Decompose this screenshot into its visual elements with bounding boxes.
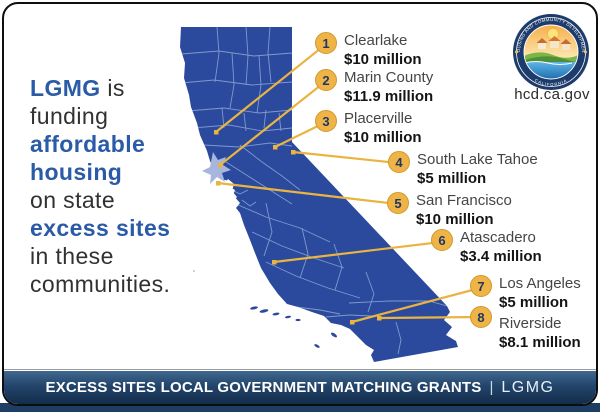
location-item-atascadero: 6 Atascadero $3.4 million <box>431 229 542 266</box>
location-amount: $10 million <box>344 129 422 146</box>
headline-accent: LGMG <box>30 75 101 101</box>
location-amount: $8.1 million <box>499 334 581 351</box>
location-name: Clearlake <box>344 32 408 49</box>
seal-side-dot <box>515 50 518 54</box>
location-number-badge: 3 <box>315 110 337 132</box>
location-name: Riverside <box>499 315 562 332</box>
svg-text:CALIFORNIA: CALIFORNIA <box>534 78 568 87</box>
seal-side-dot <box>584 50 587 54</box>
location-number-badge: 1 <box>315 32 337 54</box>
location-amount: $3.4 million <box>460 248 542 265</box>
location-amount: $11.9 million <box>344 88 434 105</box>
headline: LGMG is funding affordable housing on st… <box>30 74 190 298</box>
hcd-website-url: hcd.ca.gov <box>514 86 590 103</box>
county-borders <box>180 27 448 357</box>
location-number-badge: 5 <box>387 192 409 214</box>
location-name: Marin County <box>344 69 434 86</box>
footer-separator: | <box>489 379 494 396</box>
location-item-south-lake-tahoe: 4 South Lake Tahoe $5 million <box>388 151 538 188</box>
headline-line: excess sites <box>30 215 171 241</box>
map-point-dots <box>214 130 382 325</box>
houses-icon <box>536 36 572 50</box>
location-name: Los Angeles <box>499 275 581 292</box>
bay-area-highlight <box>202 152 231 184</box>
location-item-placerville: 3 Placerville $10 million <box>315 110 422 147</box>
location-number-badge: 8 <box>470 306 492 328</box>
footer-acronym: LGMG <box>501 378 555 396</box>
headline-line: LGMG is <box>30 75 125 101</box>
california-map <box>180 27 482 362</box>
location-number-badge: 6 <box>431 229 453 251</box>
footer-title: EXCESS SITES LOCAL GOVERNMENT MATCHING G… <box>45 379 482 396</box>
headline-line: housing <box>30 159 123 185</box>
location-item-marin-county: 2 Marin County $11.9 million <box>315 69 433 106</box>
location-number-badge: 7 <box>470 275 492 297</box>
location-item-riverside: 8 Riverside $8.1 million <box>470 306 581 352</box>
location-name: South Lake Tahoe <box>417 151 538 168</box>
headline-line: funding <box>30 103 109 129</box>
location-item-san-francisco: 5 San Francisco $10 million <box>387 192 512 229</box>
location-item-los-angeles: 7 Los Angeles $5 million <box>470 275 581 312</box>
leader-lines <box>214 42 482 324</box>
location-name: Atascadero <box>460 229 536 246</box>
location-item-clearlake: 1 Clearlake $10 million <box>315 32 422 69</box>
slide-card: LGMG is funding affordable housing on st… <box>2 2 598 406</box>
location-number-badge: 2 <box>315 69 337 91</box>
water <box>524 62 578 79</box>
headline-line: on state <box>30 187 116 213</box>
location-name: San Francisco <box>416 192 512 209</box>
headline-line: affordable <box>30 131 146 157</box>
location-number-badge: 4 <box>388 151 410 173</box>
footer-banner: EXCESS SITES LOCAL GOVERNMENT MATCHING G… <box>4 371 596 404</box>
location-name: Placerville <box>344 110 413 127</box>
seal-text-bottom: CALIFORNIA <box>534 78 567 87</box>
location-amount: $5 million <box>417 170 487 187</box>
channel-islands <box>193 270 338 348</box>
location-amount: $10 million <box>344 51 422 68</box>
location-amount: $5 million <box>499 294 569 311</box>
headline-line: communities. <box>30 271 171 297</box>
hcd-seal-logo: HOUSING AND COMMUNITY DEVELOPMENT CALIFO… <box>509 11 589 90</box>
headline-line: in these <box>30 243 114 269</box>
footer-divider <box>4 369 596 370</box>
location-amount: $10 million <box>416 211 494 228</box>
bottom-strip <box>0 403 600 412</box>
